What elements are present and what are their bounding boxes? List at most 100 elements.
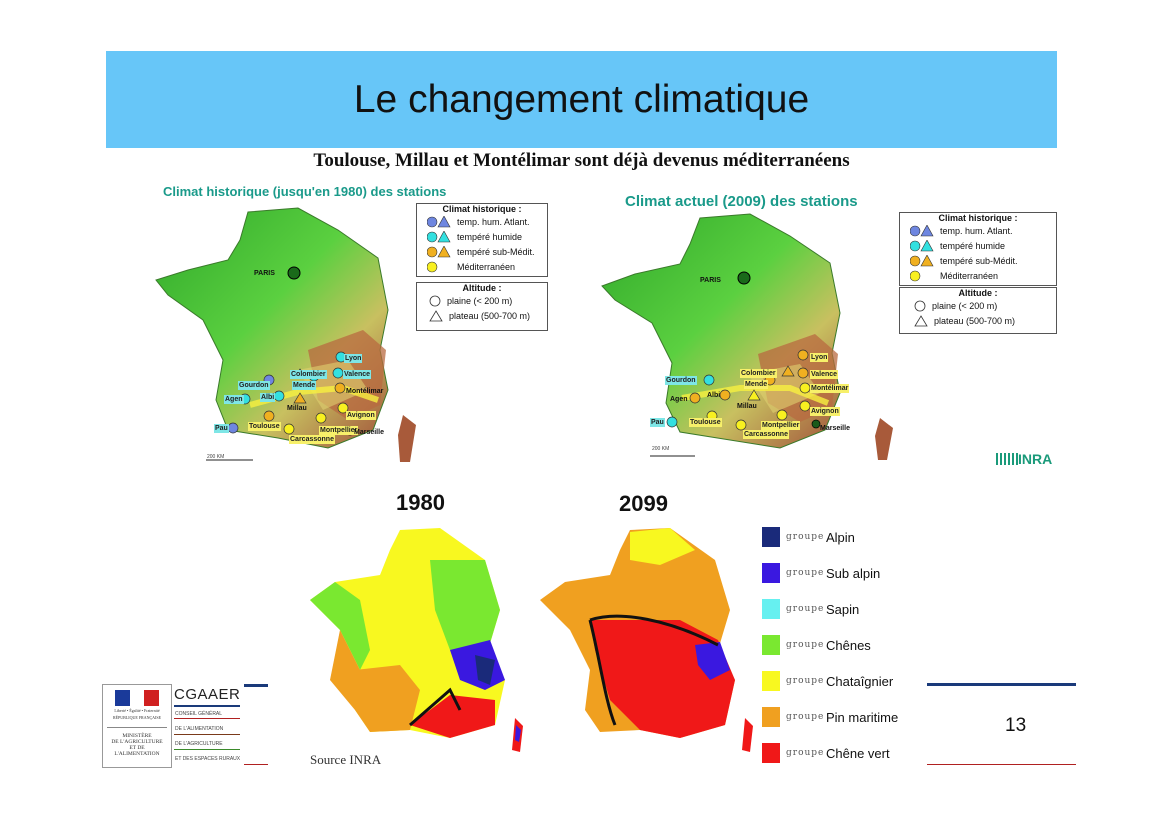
town-toulouse: Toulouse <box>248 422 281 431</box>
submed-symbol-icon <box>910 254 934 266</box>
swatch-chenes <box>762 635 780 655</box>
swatch-alpin <box>762 527 780 547</box>
plain-circle-icon <box>429 295 441 306</box>
town-marseille: Marseille <box>354 429 384 436</box>
current-climate-legend: Climat historique : temp. hum. Atlant. t… <box>899 212 1057 286</box>
french-flag-icon <box>115 690 160 706</box>
town-gourdon-current: Gourdon <box>665 376 697 385</box>
town-mende-current: Mende <box>744 380 769 389</box>
town-agen-current: Agen <box>670 396 688 403</box>
vegetation-legend: groupe Alpin groupe Sub alpin groupe Sapin … <box>762 519 932 771</box>
town-albi-current: Albi <box>707 392 721 399</box>
submed-symbol-icon <box>427 245 451 257</box>
town-colombier: Colombier <box>290 370 327 379</box>
historic-map-scale: 200 km <box>207 454 225 460</box>
plateau-triangle-icon <box>914 314 928 326</box>
veg-item-chataignier: groupe Chataîgnier <box>762 663 932 699</box>
historic-map-heading: Climat historique (jusqu'en 1980) des st… <box>163 184 447 199</box>
swatch-chataignier <box>762 671 780 691</box>
med-symbol-icon <box>427 261 438 272</box>
slide-subtitle: Toulouse, Millau et Montélimar sont déjà… <box>313 150 850 171</box>
swatch-subalpin <box>762 563 780 583</box>
town-albi: Albi <box>260 393 276 402</box>
town-lyon: Lyon <box>344 354 363 363</box>
town-valence-current: Valence <box>810 370 839 379</box>
veg-item-chenes: groupe Chênes <box>762 627 932 663</box>
town-avignon: Avignon <box>346 411 376 420</box>
cgaaer-line-4: et des espaces ruraux <box>175 756 241 762</box>
current-climate-map <box>601 213 893 460</box>
legend-altitude-title: Altitude : <box>462 283 502 293</box>
cgaaer-bar-blue <box>174 705 240 707</box>
atlantic-symbol-icon <box>910 224 934 236</box>
veg-item-pin-maritime: groupe Pin maritime <box>762 699 932 735</box>
town-montelimar: Montélimar <box>346 388 384 395</box>
slide-title: Le changement climatique <box>353 77 810 121</box>
swatch-pin-maritime <box>762 707 780 727</box>
inra-logo: INRA <box>996 450 1052 468</box>
town-colombier-current: Colombier <box>740 369 777 378</box>
footer-line-right-red <box>927 764 1076 765</box>
swatch-chene-vert <box>762 743 780 763</box>
legend-climate-title: Climat historique : <box>442 204 522 214</box>
town-millau-current: Millau <box>737 403 757 410</box>
med-symbol-icon <box>910 270 921 281</box>
town-montpellier-current: Montpellier <box>761 421 801 430</box>
town-montpellier: Montpellier <box>319 426 359 435</box>
legend-item-atlantic: temp. hum. Atlant. <box>417 214 547 229</box>
town-mende: Mende <box>292 381 317 390</box>
town-millau: Millau <box>287 405 307 412</box>
veg-item-subalpin: groupe Sub alpin <box>762 555 932 591</box>
slide-title-bar: Le changement climatique <box>106 51 1057 148</box>
cgaaer-line-2: de l'alimentation <box>175 726 224 732</box>
humid-symbol-icon <box>910 239 934 251</box>
town-valence: Valence <box>343 370 372 379</box>
vegetation-map-1980 <box>310 528 523 752</box>
town-paris-current: PARIS <box>700 277 721 284</box>
footer-line-left <box>244 684 268 687</box>
page-number: 13 <box>1005 715 1027 736</box>
plateau-triangle-icon <box>429 309 443 321</box>
town-montelimar-current: Montélimar <box>810 384 850 393</box>
footer-line-right <box>927 683 1076 686</box>
legend-climate-title-current: Climat historique : <box>938 213 1018 223</box>
inra-stripes-icon <box>996 452 1018 465</box>
town-pau-current: Pau <box>650 418 665 427</box>
town-pau: Pau <box>214 424 229 433</box>
vegetation-map-2099 <box>540 528 753 752</box>
cgaaer-line-1: Conseil général <box>175 711 223 717</box>
year-2099: 2099 <box>619 491 668 516</box>
historic-climate-map <box>155 207 416 462</box>
year-1980: 1980 <box>396 490 445 515</box>
legend-item-submed: tempéré sub-Médit. <box>417 244 547 259</box>
ministry-logo: Liberté • Égalité • Fraternité RÉPUBLIQU… <box>102 684 172 768</box>
current-map-heading: Climat actuel (2009) des stations <box>625 193 858 210</box>
town-lyon-current: Lyon <box>810 353 829 362</box>
plain-circle-icon <box>914 300 926 311</box>
current-map-scale: 200 km <box>652 446 670 452</box>
legend-altitude-title-current: Altitude : <box>958 288 998 298</box>
legend-item-humid: tempéré humide <box>417 229 547 244</box>
historic-climate-legend: Climat historique : temp. hum. Atlant. t… <box>416 203 548 277</box>
town-gourdon: Gourdon <box>238 381 270 390</box>
veg-item-chene-vert: groupe Chêne vert <box>762 735 932 771</box>
town-agen: Agen <box>224 395 244 404</box>
cgaaer-logo: CGAAER <box>174 686 241 703</box>
cgaaer-line-3: de l'agriculture <box>175 741 223 747</box>
source-credit: Source INRA <box>310 752 382 767</box>
atlantic-symbol-icon <box>427 215 451 227</box>
veg-item-alpin: groupe Alpin <box>762 519 932 555</box>
town-paris: PARIS <box>254 270 275 277</box>
town-marseille-current: Marseille <box>820 425 850 432</box>
footer-line-left-red <box>244 764 268 765</box>
current-altitude-legend: Altitude : plaine (< 200 m) plateau (500… <box>899 287 1057 334</box>
humid-symbol-icon <box>427 230 451 242</box>
legend-item-med: Méditerranéen <box>417 259 547 274</box>
swatch-sapin <box>762 599 780 619</box>
town-avignon-current: Avignon <box>810 407 840 416</box>
historic-altitude-legend: Altitude : plaine (< 200 m) plateau (500… <box>416 282 548 331</box>
town-carcassonne-current: Carcassonne <box>743 430 789 439</box>
town-toulouse-current: Toulouse <box>689 418 722 427</box>
veg-item-sapin: groupe Sapin <box>762 591 932 627</box>
town-carcassonne: Carcassonne <box>289 435 335 444</box>
